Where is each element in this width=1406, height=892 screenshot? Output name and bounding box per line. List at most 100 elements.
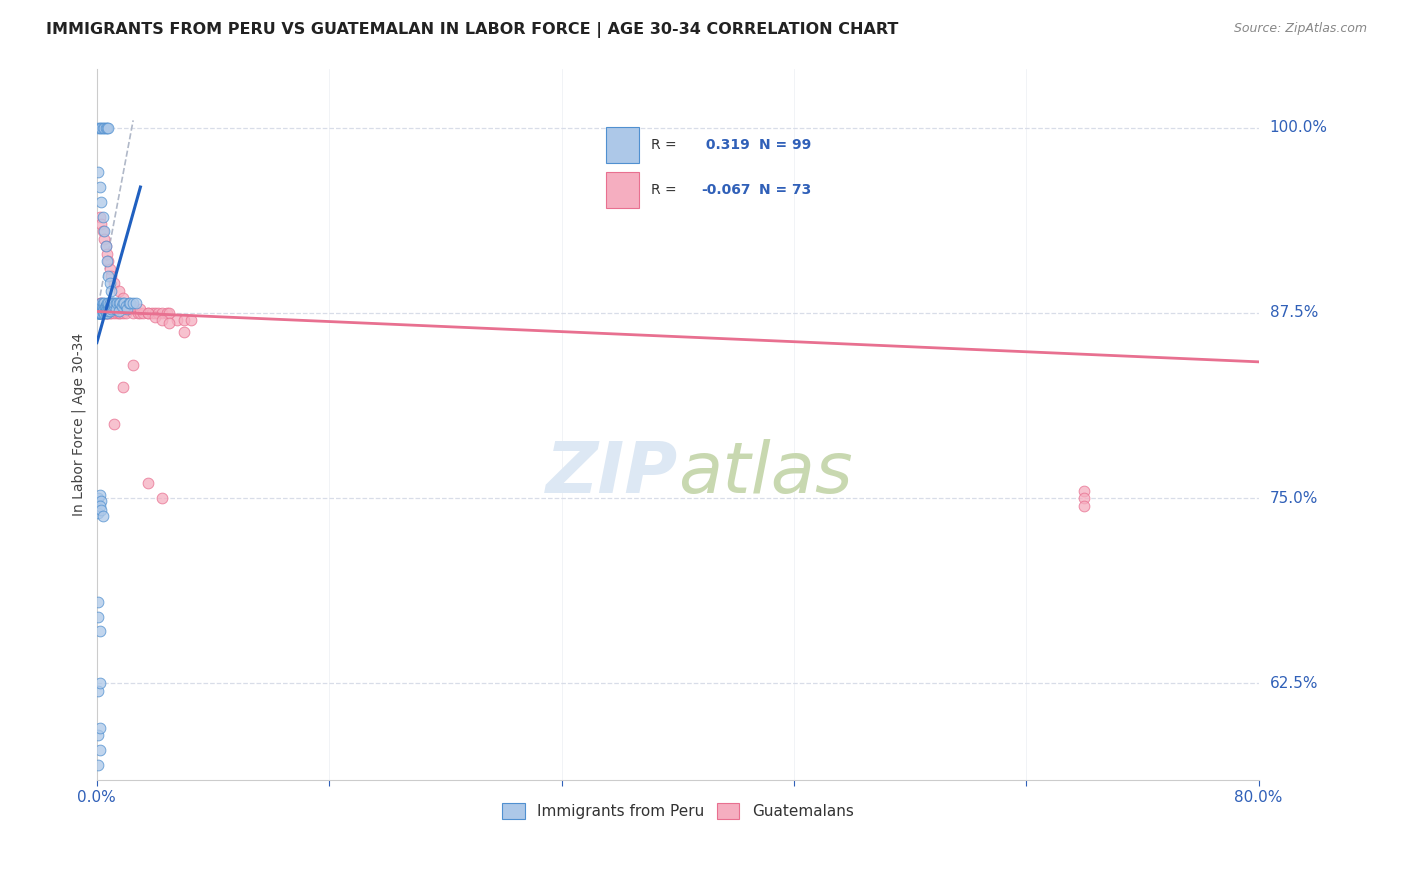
Point [91, 301, 114, 316]
Point [89, 743, 111, 757]
Point [87, 165, 110, 179]
Point [100, 300, 122, 314]
Point [93, 232, 115, 246]
Point [103, 299, 125, 313]
Point [93, 299, 115, 313]
Point [122, 299, 145, 313]
Point [107, 306, 129, 320]
Point [96, 301, 118, 316]
Point [108, 306, 131, 320]
Point [89, 488, 111, 502]
Point [111, 291, 134, 305]
Point [89, 210, 111, 224]
Point [93, 301, 115, 316]
Point [100, 299, 122, 313]
Point [101, 300, 124, 314]
Point [107, 295, 129, 310]
Point [115, 306, 138, 320]
Point [87, 757, 110, 772]
Point [97, 304, 120, 318]
Point [91, 301, 114, 316]
Text: ZIP: ZIP [546, 440, 678, 508]
Point [101, 295, 124, 310]
Point [136, 306, 159, 320]
Point [86, 306, 108, 320]
Text: 75.0%: 75.0% [1270, 491, 1317, 506]
Point [89, 180, 111, 194]
Point [94, 299, 117, 313]
Point [101, 295, 124, 310]
Point [87, 506, 110, 520]
Point [97, 299, 120, 313]
Point [87, 301, 110, 316]
Point [97, 301, 120, 316]
Point [118, 301, 141, 316]
Point [173, 325, 195, 339]
Point [87, 306, 110, 320]
Text: 87.5%: 87.5% [1270, 305, 1317, 320]
Point [90, 194, 112, 209]
Point [96, 120, 118, 135]
Point [120, 295, 142, 310]
Point [108, 295, 131, 310]
Point [87, 306, 110, 320]
Point [97, 120, 120, 135]
Point [146, 306, 169, 320]
Point [96, 301, 118, 316]
Point [103, 417, 125, 431]
Point [90, 299, 112, 313]
Point [111, 295, 134, 310]
Point [89, 306, 111, 320]
Point [111, 380, 134, 394]
Point [98, 301, 121, 316]
Point [89, 299, 111, 313]
Point [141, 306, 163, 320]
Point [89, 499, 111, 513]
Point [125, 295, 148, 310]
Point [150, 491, 173, 505]
Point [93, 306, 115, 320]
Point [89, 301, 111, 316]
Point [107, 304, 129, 318]
Point [87, 306, 110, 320]
Point [89, 306, 111, 320]
Point [87, 683, 110, 698]
Point [96, 306, 118, 320]
Point [97, 254, 120, 268]
Point [159, 306, 181, 320]
Point [104, 301, 127, 316]
Point [150, 306, 173, 320]
Point [118, 295, 141, 310]
Y-axis label: In Labor Force | Age 30-34: In Labor Force | Age 30-34 [72, 333, 86, 516]
Point [94, 239, 117, 253]
Point [122, 295, 145, 310]
Point [89, 721, 111, 735]
Point [91, 306, 114, 320]
Point [90, 306, 112, 320]
Point [90, 306, 112, 320]
Point [115, 299, 138, 313]
Point [89, 306, 111, 320]
Text: 100.0%: 100.0% [1270, 120, 1327, 136]
Point [93, 225, 115, 239]
Point [97, 306, 120, 320]
Point [143, 310, 166, 325]
Point [93, 300, 115, 314]
Point [94, 300, 117, 314]
Point [90, 306, 112, 320]
Text: atlas: atlas [678, 440, 852, 508]
Point [136, 476, 159, 491]
Point [89, 295, 111, 310]
Point [96, 306, 118, 320]
Point [103, 306, 125, 320]
Point [89, 301, 111, 316]
Point [94, 299, 117, 313]
Text: IMMIGRANTS FROM PERU VS GUATEMALAN IN LABOR FORCE | AGE 30-34 CORRELATION CHART: IMMIGRANTS FROM PERU VS GUATEMALAN IN LA… [46, 22, 898, 38]
Point [100, 306, 122, 320]
Point [90, 301, 112, 316]
Point [87, 728, 110, 742]
Point [94, 306, 117, 320]
Point [98, 306, 121, 320]
Point [90, 295, 112, 310]
Point [94, 301, 117, 316]
